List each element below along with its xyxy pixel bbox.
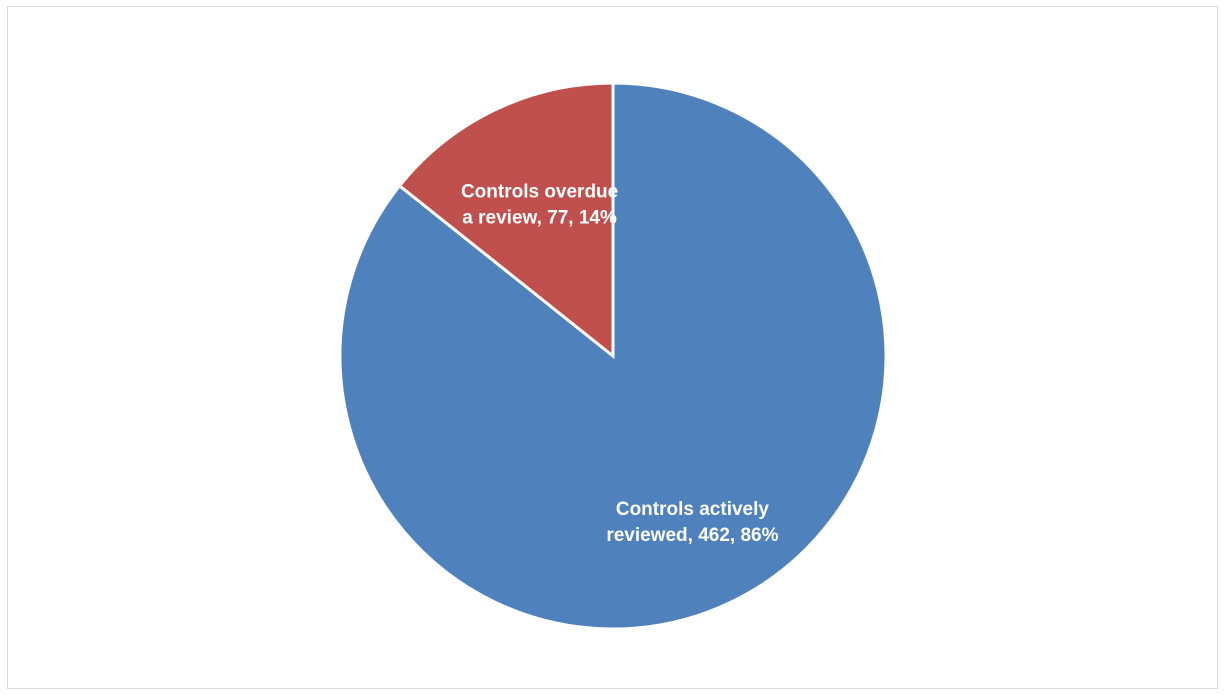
- labels-layer: Controls actively reviewed, 462, 86%Contr…: [461, 182, 779, 546]
- data-label-overdue-review: Controls overdue a review, 77, 14%: [461, 182, 618, 229]
- data-label-line: a review, 77, 14%: [462, 208, 617, 229]
- data-label-line: reviewed, 462, 86%: [606, 525, 778, 546]
- data-label-line: Controls overdue: [461, 182, 618, 203]
- data-label-line: Controls actively: [616, 499, 770, 520]
- data-label-actively-reviewed: Controls actively reviewed, 462, 86%: [606, 499, 778, 546]
- pie-slice-overdue-review[interactable]: [397, 81, 615, 360]
- slices-layer: [338, 81, 888, 631]
